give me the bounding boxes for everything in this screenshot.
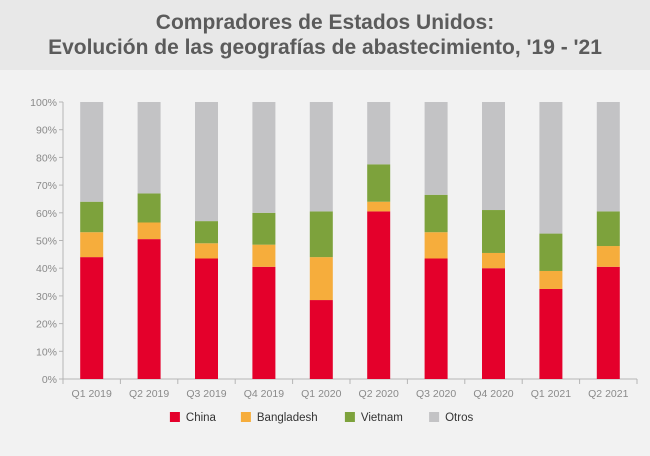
bar-china-q3-2020 xyxy=(424,258,448,379)
y-tick-label: 40% xyxy=(36,263,57,275)
chart-header: Compradores de Estados Unidos: Evolución… xyxy=(0,0,650,70)
bar-bangladesh-q2-2020 xyxy=(367,201,391,212)
bar-bangladesh-q2-2021 xyxy=(596,246,620,267)
y-tick-label: 100% xyxy=(30,97,57,109)
bar-vietnam-q4-2019 xyxy=(252,212,276,245)
legend-label-otros: Otros xyxy=(445,412,473,424)
y-tick-label: 20% xyxy=(36,319,57,331)
bar-otros-q4-2019 xyxy=(252,102,276,213)
bar-china-q1-2020 xyxy=(309,300,333,379)
bar-china-q1-2019 xyxy=(80,257,104,379)
bar-otros-q2-2021 xyxy=(596,102,620,212)
bar-china-q4-2019 xyxy=(252,266,276,379)
bar-bangladesh-q4-2019 xyxy=(252,244,276,267)
y-tick-label: 80% xyxy=(36,152,57,164)
y-tick-label: 0% xyxy=(42,374,57,386)
bar-china-q2-2019 xyxy=(137,239,161,379)
y-tick-label: 30% xyxy=(36,291,57,303)
y-tick-label: 90% xyxy=(36,125,57,137)
bar-vietnam-q4-2020 xyxy=(482,210,505,253)
bar-bangladesh-q1-2019 xyxy=(80,232,104,258)
bar-china-q1-2021 xyxy=(539,288,563,379)
bar-bangladesh-q4-2020 xyxy=(482,252,505,269)
x-tick-label: Q2 2021 xyxy=(588,388,628,400)
stacked-bar-chart: 0% 10% 20% 30% 40% 50% 60% 70% 80% 90% 100% Q1 2019… xyxy=(30,97,638,424)
bar-otros-q1-2021 xyxy=(539,102,563,234)
bar-bangladesh-q3-2019 xyxy=(195,243,218,259)
bar-otros-q3-2019 xyxy=(195,102,218,222)
legend-swatch-bangladesh xyxy=(240,412,251,422)
x-tick-label: Q1 2019 xyxy=(72,388,112,400)
y-tick-label: 60% xyxy=(36,208,57,220)
chart-title-line-2: Evolución de las geografías de abastecim… xyxy=(48,36,602,59)
bar-vietnam-q2-2020 xyxy=(367,164,391,202)
legend-label-bangladesh: Bangladesh xyxy=(257,412,318,424)
bar-bangladesh-q2-2019 xyxy=(137,222,161,240)
x-tick-label: Q1 2021 xyxy=(531,388,571,400)
y-tick-label: 70% xyxy=(36,180,57,192)
legend-label-vietnam: Vietnam xyxy=(361,412,403,424)
x-tick-label: Q4 2020 xyxy=(473,388,513,400)
bar-vietnam-q1-2020 xyxy=(309,211,333,258)
chart-title-line-1: Compradores de Estados Unidos: xyxy=(155,11,495,34)
x-tick-label: Q3 2019 xyxy=(186,388,226,400)
x-tick-label: Q3 2020 xyxy=(416,388,456,400)
bar-otros-q1-2019 xyxy=(80,102,104,202)
bar-china-q4-2020 xyxy=(482,268,505,379)
bar-china-q2-2020 xyxy=(367,211,391,379)
bar-vietnam-q1-2021 xyxy=(539,233,563,271)
x-tick-label: Q2 2019 xyxy=(129,388,169,400)
legend-label-china: China xyxy=(186,412,217,424)
bar-otros-q1-2020 xyxy=(309,102,333,212)
bar-otros-q3-2020 xyxy=(424,102,448,195)
bar-bangladesh-q1-2020 xyxy=(309,257,333,301)
bar-vietnam-q1-2019 xyxy=(80,201,104,233)
x-tick-label: Q2 2020 xyxy=(359,388,399,400)
bar-bangladesh-q3-2020 xyxy=(424,232,448,259)
bar-otros-q2-2019 xyxy=(137,102,161,194)
bar-china-q2-2021 xyxy=(596,266,620,379)
bar-china-q3-2019 xyxy=(195,258,218,379)
x-tick-label: Q4 2019 xyxy=(244,388,284,400)
bar-vietnam-q2-2019 xyxy=(137,193,161,223)
legend-swatch-vietnam xyxy=(344,412,355,422)
bar-otros-q2-2020 xyxy=(367,102,391,165)
legend-swatch-china xyxy=(169,412,180,422)
bar-vietnam-q2-2021 xyxy=(596,211,620,247)
bar-vietnam-q3-2019 xyxy=(195,221,218,244)
bar-vietnam-q3-2020 xyxy=(424,194,448,233)
x-tick-label: Q1 2020 xyxy=(301,388,341,400)
bar-otros-q4-2020 xyxy=(482,102,505,211)
bar-bangladesh-q1-2021 xyxy=(539,270,563,289)
y-tick-label: 10% xyxy=(36,346,57,358)
y-tick-label: 50% xyxy=(36,236,57,248)
legend-swatch-otros xyxy=(429,412,440,422)
